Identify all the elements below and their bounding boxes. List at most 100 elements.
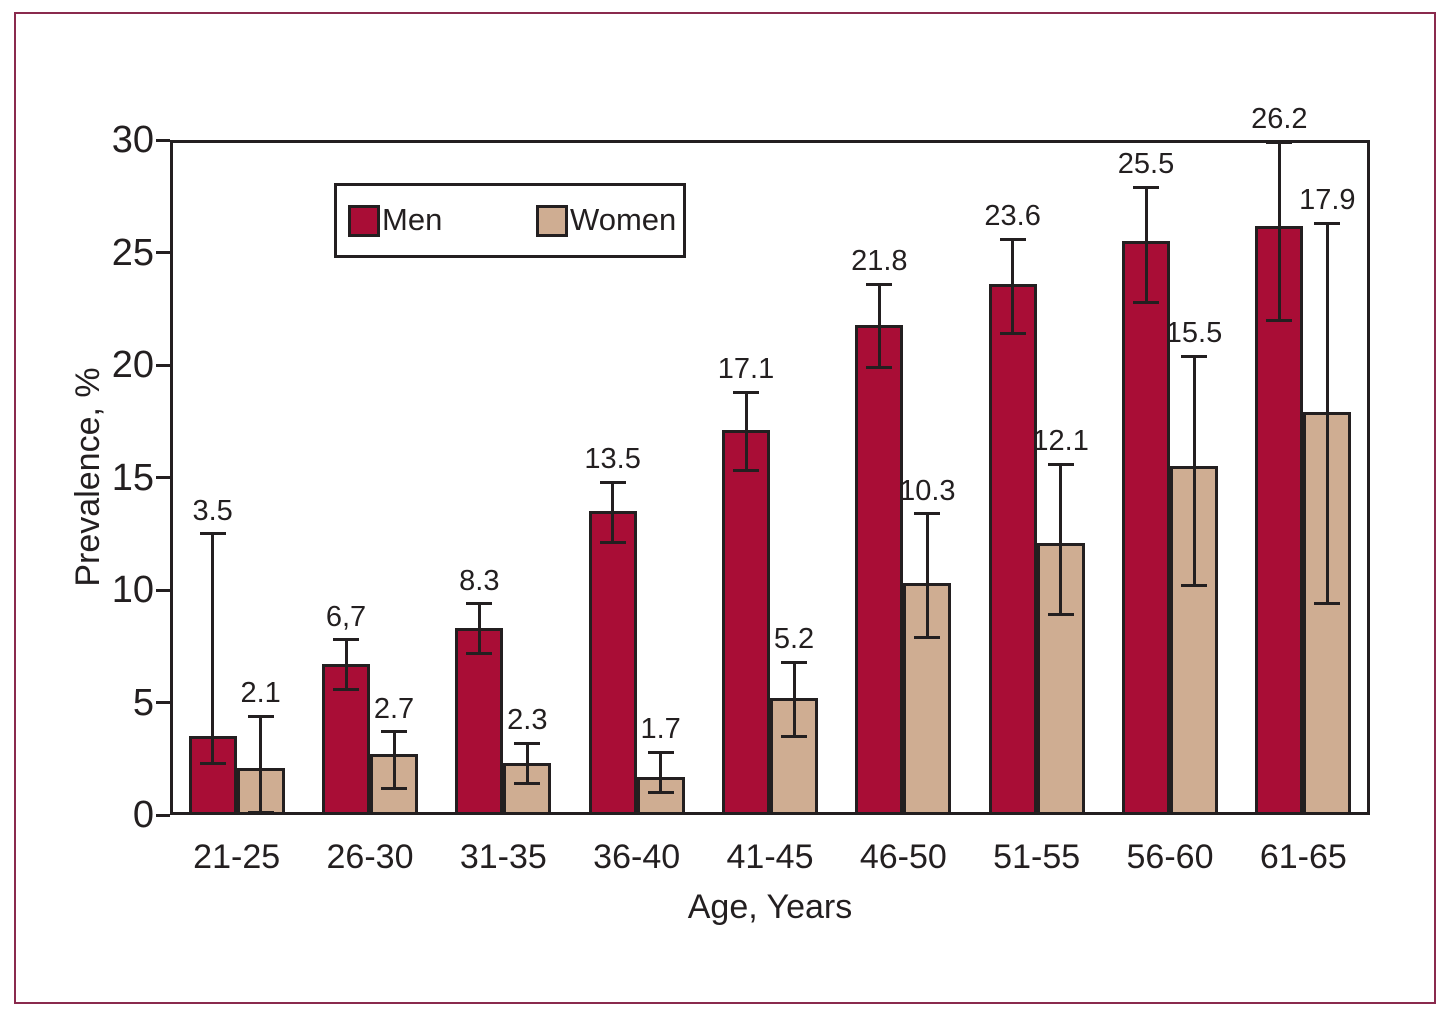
x-tick-label-46-50: 46-50 [859,838,947,876]
error-cap-bottom-men-41-45 [733,469,759,473]
x-tick-label-61-65: 61-65 [1259,838,1347,876]
error-bar-women-46-50 [925,513,929,638]
x-axis-title: Age, Years [687,888,853,926]
value-label-men-26-30: 6,7 [325,600,367,633]
error-bar-women-51-55 [1059,464,1063,615]
error-bar-men-26-30 [344,639,348,689]
error-cap-bottom-women-51-55 [1047,613,1074,617]
error-bar-women-31-35 [525,743,529,784]
error-cap-top-women-31-35 [514,741,541,745]
x-tick-label-31-35: 31-35 [459,838,547,876]
legend-men-label: Men [382,202,443,237]
error-cap-top-men-46-50 [866,282,893,286]
error-bar-men-61-65 [1277,142,1281,320]
error-bar-women-61-65 [1325,223,1329,604]
error-cap-bottom-men-56-60 [1133,300,1159,304]
value-label-men-46-50: 21.8 [851,245,908,277]
legend: Men Women [334,183,686,258]
value-label-men-61-65: 26.2 [1251,103,1308,136]
value-label-men-41-45: 17.1 [717,353,775,385]
y-tick-15 [156,476,170,479]
error-cap-bottom-women-26-30 [381,786,407,790]
x-tick-label-56-60: 56-60 [1126,838,1214,876]
y-tick-label-0: 0 [132,794,154,836]
error-cap-bottom-men-21-25 [199,761,226,765]
value-label-women-56-60: 15.5 [1165,317,1223,349]
error-cap-bottom-men-61-65 [1266,318,1293,322]
x-tick-label-51-55: 51-55 [993,838,1081,876]
y-tick-label-10: 10 [111,569,154,611]
error-bar-women-26-30 [392,731,396,788]
error-cap-top-women-46-50 [914,512,941,515]
error-cap-bottom-men-51-55 [999,332,1026,335]
error-bar-women-21-25 [259,716,263,813]
y-tick-label-5: 5 [132,681,154,724]
value-label-women-61-65: 17.9 [1299,184,1356,217]
y-tick-5 [156,701,170,704]
bar-men-41-45 [722,430,770,815]
error-cap-top-men-61-65 [1266,140,1293,144]
value-label-men-36-40: 13.5 [584,443,641,475]
bar-men-56-60 [1122,241,1170,815]
x-tick-label-26-30: 26-30 [326,838,414,876]
error-bar-women-56-60 [1192,356,1196,586]
error-bar-men-36-40 [611,482,615,543]
error-bar-women-41-45 [792,662,796,737]
error-cap-top-men-21-25 [199,532,226,536]
error-cap-top-men-51-55 [999,237,1026,241]
error-cap-bottom-women-46-50 [914,635,941,639]
error-cap-bottom-women-56-60 [1181,584,1207,587]
x-tick-label-21-25: 21-25 [193,838,281,876]
bar-men-31-35 [455,628,504,815]
legend-women-label: Women [570,202,677,237]
error-cap-bottom-women-31-35 [514,782,541,785]
error-cap-top-men-56-60 [1133,185,1159,189]
error-bar-men-31-35 [477,603,481,653]
x-tick-label-41-45: 41-45 [726,838,814,876]
error-bar-men-46-50 [877,284,881,368]
error-cap-top-women-36-40 [647,750,674,754]
error-bar-women-36-40 [659,752,663,793]
error-cap-top-women-56-60 [1181,354,1207,358]
x-tick-label-36-40: 36-40 [593,838,681,876]
y-tick-label-20: 20 [111,344,154,386]
error-cap-top-women-41-45 [781,660,807,664]
error-bar-men-56-60 [1144,187,1148,302]
y-tick-label-30: 30 [111,119,154,161]
error-cap-bottom-men-26-30 [333,687,359,691]
y-tick-label-25: 25 [111,231,154,274]
bar-men-51-55 [988,284,1037,815]
value-label-women-21-25: 2.1 [240,677,281,709]
y-tick-label-15: 15 [111,456,154,499]
error-cap-top-women-51-55 [1047,462,1074,466]
error-bar-men-51-55 [1011,239,1015,334]
error-cap-top-men-36-40 [599,480,626,484]
error-cap-bottom-men-31-35 [466,651,493,655]
error-cap-bottom-men-46-50 [866,365,893,369]
value-label-women-26-30: 2.7 [373,692,415,725]
error-bar-men-41-45 [744,392,748,471]
y-tick-30 [156,138,170,142]
error-cap-bottom-women-41-45 [781,734,807,738]
value-label-men-21-25: 3.5 [192,494,233,527]
error-cap-bottom-women-21-25 [247,811,274,815]
bar-men-26-30 [322,664,370,815]
value-label-women-41-45: 5.2 [773,623,815,655]
value-label-men-56-60: 25.5 [1117,148,1175,181]
legend-men-swatch-icon [348,205,380,237]
error-cap-bottom-men-36-40 [599,541,626,545]
value-label-women-31-35: 2.3 [507,704,548,736]
y-tick-0 [156,813,170,817]
y-axis-title: Prevalence, % [69,367,107,587]
error-bar-men-21-25 [211,533,215,764]
bar-men-36-40 [588,511,637,815]
y-tick-20 [156,363,170,367]
error-cap-top-men-41-45 [733,390,759,394]
y-tick-10 [156,588,170,592]
bar-men-46-50 [855,324,904,815]
error-cap-top-men-26-30 [333,638,359,641]
value-label-women-51-55: 12.1 [1032,425,1089,457]
error-cap-top-women-61-65 [1314,221,1341,225]
error-cap-top-women-26-30 [381,730,407,734]
